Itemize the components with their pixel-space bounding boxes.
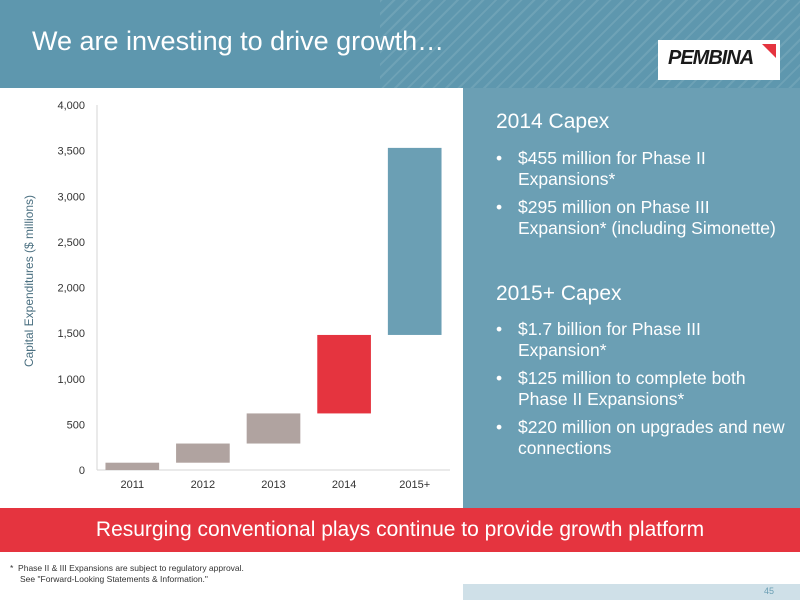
bullets-2014: $455 million for Phase II Expansions* $2…: [496, 148, 791, 246]
x-tick-label: 2011: [120, 479, 144, 491]
banner-background: [0, 508, 800, 552]
bar-2011: [105, 462, 160, 470]
y-tick-label: 1,000: [57, 374, 85, 386]
y-ticks: 0 500 1,000 1,500 2,000 2,500 3,000 3,500 4,000: [57, 100, 85, 477]
bottom-bar: [463, 584, 800, 600]
capex-panel: 2014 Capex $455 million for Phase II Exp…: [463, 88, 800, 508]
y-tick-label: 0: [79, 465, 85, 477]
y-tick-label: 2,000: [57, 283, 85, 295]
x-ticks: 2011 2012 2013 2014 2015+: [120, 479, 430, 491]
footnote-line-2: See "Forward-Looking Statements & Inform…: [20, 574, 208, 584]
bullet-item: $220 million on upgrades and new connect…: [496, 417, 791, 459]
x-tick-label: 2012: [191, 479, 215, 491]
y-tick-label: 2,500: [57, 237, 85, 249]
y-tick-label: 1,500: [57, 328, 85, 340]
bar-2012: [176, 443, 230, 463]
banner-text: Resurging conventional plays continue to…: [95, 518, 705, 541]
logo-accent-icon: [762, 44, 776, 58]
y-axis-label: Capital Expenditures ($ millions): [22, 195, 36, 367]
y-tick-label: 500: [67, 419, 85, 431]
y-tick-label: 3,000: [57, 191, 85, 203]
bullet-item: $295 million on Phase III Expansion* (in…: [496, 197, 791, 239]
waterfall-chart: Capital Expenditures ($ millions) 0 500 1,…: [22, 100, 450, 491]
chart-area: Capital Expenditures ($ millions) 0 500 1,…: [0, 88, 463, 508]
x-tick-label: 2015+: [399, 479, 430, 491]
footnote-line-1: Phase II & III Expansions are subject to…: [18, 563, 244, 573]
header: We are investing to drive growth… PEMBIN…: [0, 0, 800, 88]
bar-2013: [246, 413, 301, 444]
pembina-logo: PEMBINA: [658, 40, 780, 80]
bar-2014: [317, 334, 371, 414]
y-tick-label: 4,000: [57, 100, 85, 112]
heading-2014-capex: 2014 Capex: [496, 110, 610, 133]
slide-title: We are investing to drive growth…: [32, 26, 445, 56]
page-number: 45: [763, 586, 774, 596]
bars: [105, 147, 442, 470]
x-tick-label: 2014: [332, 479, 356, 491]
x-tick-label: 2013: [261, 479, 285, 491]
logo-text: PEMBINA: [668, 47, 754, 69]
heading-2015-capex: 2015+ Capex: [496, 282, 622, 305]
bullet-item: $455 million for Phase II Expansions*: [496, 148, 791, 190]
footnote-mark: *: [10, 563, 14, 573]
footnote: * Phase II & III Expansions are subject …: [10, 563, 244, 585]
bullet-item: $1.7 billion for Phase III Expansion*: [496, 319, 791, 361]
bullets-2015: $1.7 billion for Phase III Expansion* $1…: [496, 319, 791, 466]
y-tick-label: 3,500: [57, 146, 85, 158]
bullet-item: $125 million to complete both Phase II E…: [496, 368, 791, 410]
bar-2015+: [387, 147, 442, 335]
